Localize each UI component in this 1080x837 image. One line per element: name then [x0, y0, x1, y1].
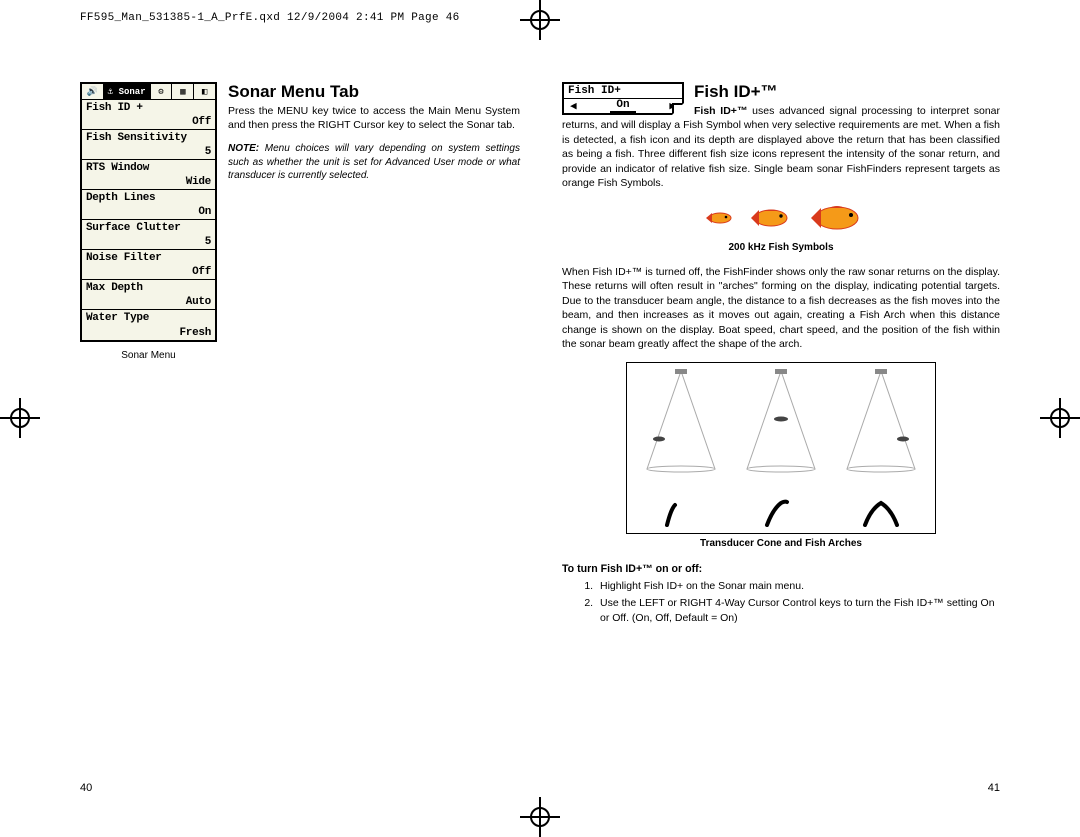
tab-accessory-icon: ◧	[194, 84, 215, 99]
sonar-menu-tab-heading: Sonar Menu Tab	[228, 82, 359, 102]
menu-row-water-type: Water Type Fresh	[82, 310, 215, 340]
fish-symbols	[562, 203, 1000, 238]
fish-symbols-icon	[696, 203, 866, 233]
menu-row-max-depth: Max Depth Auto	[82, 280, 215, 310]
fish-id-widget-value-row: ◀ On ▶	[564, 98, 682, 113]
tab-setup-icon: ⚙	[151, 84, 173, 99]
fish-id-widget-value: On	[610, 99, 635, 113]
menu-label: RTS Window	[86, 162, 211, 174]
menu-value: Off	[192, 266, 211, 278]
page-number-left: 40	[80, 782, 92, 794]
menu-value: Wide	[186, 176, 211, 188]
crop-mark-bottom	[520, 797, 560, 837]
arrow-left-icon: ◀	[570, 99, 577, 113]
cone-column	[736, 369, 826, 527]
menu-label: Max Depth	[86, 282, 211, 294]
menu-row-rts-window: RTS Window Wide	[82, 160, 215, 190]
instructions-list: Highlight Fish ID+ on the Sonar main men…	[562, 579, 1000, 627]
instruction-step: Highlight Fish ID+ on the Sonar main men…	[596, 579, 1000, 594]
instructions-heading: To turn Fish ID+™ on or off:	[562, 563, 1000, 575]
arrow-right-icon: ▶	[669, 99, 676, 113]
right-page: Fish ID+ ◀ On ▶ Fish ID+™ Fish ID+™ uses…	[562, 82, 1000, 628]
page-header: FF595_Man_531385-1_A_PrfE.qxd 12/9/2004 …	[80, 12, 460, 24]
arch-icon	[761, 497, 801, 527]
sonar-menu-note: NOTE: Menu choices will vary depending o…	[228, 142, 520, 183]
note-label: NOTE:	[228, 143, 259, 154]
transducer-cone-diagram	[626, 362, 936, 534]
menu-row-surface-clutter: Surface Clutter 5	[82, 220, 215, 250]
fish-id-body1: uses advanced signal processing to inter…	[562, 105, 1000, 189]
cone-icon	[741, 369, 821, 473]
crop-mark-top	[520, 0, 560, 40]
menu-value: 5	[205, 236, 211, 248]
menu-row-depth-lines: Depth Lines On	[82, 190, 215, 220]
menu-row-fish-sensitivity: Fish Sensitivity 5	[82, 130, 215, 160]
sonar-menu-body: Press the MENU key twice to access the M…	[228, 105, 520, 131]
menu-value: On	[198, 206, 211, 218]
sonar-menu-caption: Sonar Menu	[80, 350, 217, 361]
tab-views-icon: ▦	[172, 84, 194, 99]
fish-id-setting-widget: Fish ID+ ◀ On ▶	[562, 82, 684, 115]
menu-label: Surface Clutter	[86, 222, 211, 234]
fish-id-widget-title: Fish ID+	[564, 84, 682, 98]
crop-mark-left	[0, 398, 40, 438]
fish-id-para1: Fish ID+™ uses advanced signal processin…	[562, 104, 1000, 191]
arch-icon	[661, 497, 701, 527]
arch-icon	[861, 497, 901, 527]
menu-value: Fresh	[179, 327, 211, 339]
menu-label: Noise Filter	[86, 252, 211, 264]
note-text: Menu choices will vary depending on syst…	[228, 143, 520, 181]
menu-value: Auto	[186, 296, 211, 308]
cone-column	[636, 369, 726, 527]
cone-icon	[641, 369, 721, 473]
menu-label: Fish Sensitivity	[86, 132, 211, 144]
diagram-caption: Transducer Cone and Fish Arches	[562, 538, 1000, 549]
sonar-menu-screenshot: 🔊 ⚓ Sonar ⚙ ▦ ◧ Fish ID + Off Fish Sensit…	[80, 82, 217, 342]
menu-label: Depth Lines	[86, 192, 211, 204]
tab-alarm-icon: 🔊	[82, 84, 104, 99]
left-text-block: Press the MENU key twice to access the M…	[228, 104, 520, 183]
fish-symbols-caption: 200 kHz Fish Symbols	[562, 242, 1000, 253]
menu-value: Off	[192, 116, 211, 128]
tab-sonar: ⚓ Sonar	[104, 84, 151, 99]
menu-label: Water Type	[86, 312, 211, 324]
page-number-right: 41	[988, 782, 1000, 794]
cone-column	[836, 369, 926, 527]
menu-label: Fish ID +	[86, 102, 211, 114]
crop-mark-right	[1040, 398, 1080, 438]
left-page: 🔊 ⚓ Sonar ⚙ ▦ ◧ Fish ID + Off Fish Sensit…	[80, 82, 520, 361]
menu-row-noise-filter: Noise Filter Off	[82, 250, 215, 280]
fish-id-para2: When Fish ID+™ is turned off, the FishFi…	[562, 265, 1000, 352]
cone-icon	[841, 369, 921, 473]
instruction-step: Use the LEFT or RIGHT 4-Way Cursor Contr…	[596, 596, 1000, 626]
menu-value: 5	[205, 146, 211, 158]
fish-id-lead: Fish ID+™	[694, 105, 747, 117]
menu-row-fish-id: Fish ID + Off	[82, 100, 215, 130]
sonar-tab-bar: 🔊 ⚓ Sonar ⚙ ▦ ◧	[82, 84, 215, 100]
